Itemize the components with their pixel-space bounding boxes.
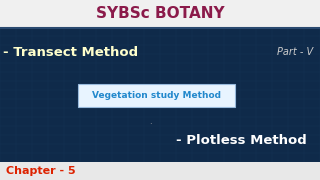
Text: - Transect Method: - Transect Method bbox=[3, 46, 138, 58]
Bar bbox=[0, 162, 320, 180]
FancyBboxPatch shape bbox=[78, 84, 235, 107]
Text: - Plotless Method: - Plotless Method bbox=[176, 134, 307, 147]
Text: Vegetation study Method: Vegetation study Method bbox=[92, 91, 221, 100]
Text: SYBSc BOTANY: SYBSc BOTANY bbox=[96, 6, 224, 21]
Text: .: . bbox=[149, 117, 152, 126]
Text: Part - V: Part - V bbox=[277, 47, 314, 57]
Text: Chapter - 5: Chapter - 5 bbox=[6, 166, 76, 176]
Bar bbox=[0, 0, 320, 28]
